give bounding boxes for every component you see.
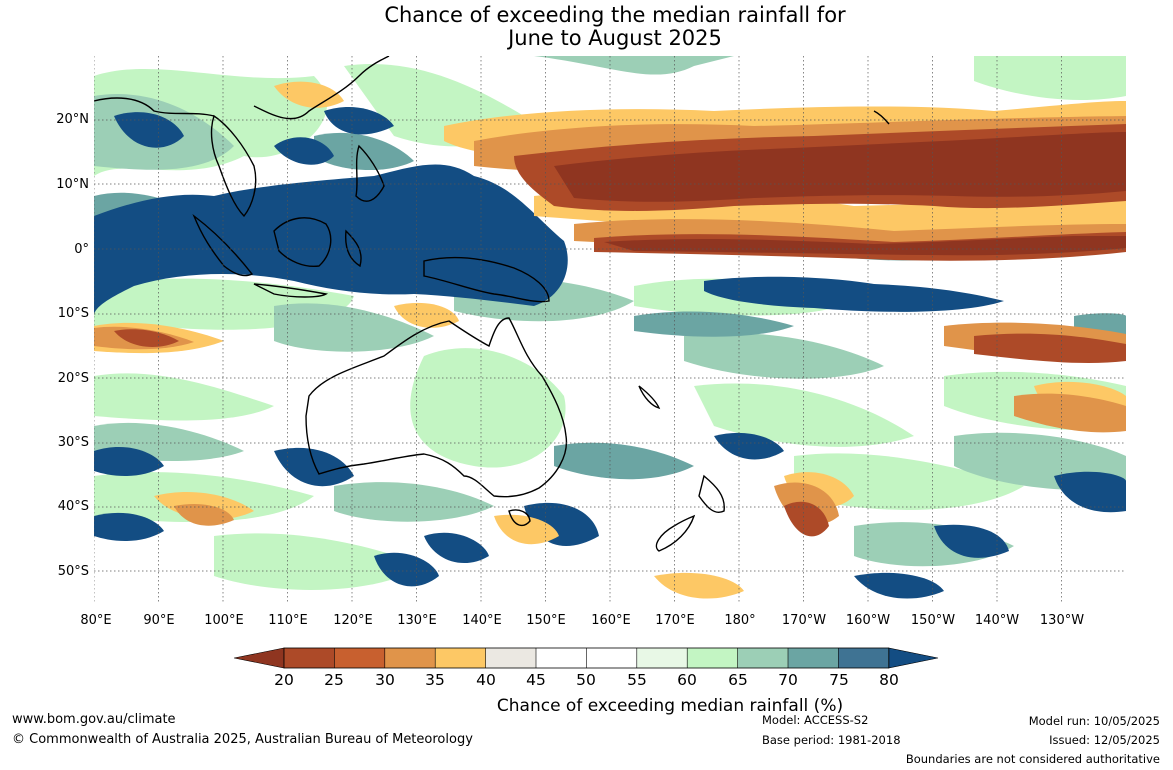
lon-label-150e: 150°E — [526, 613, 566, 628]
colorbar-below-20 — [234, 647, 285, 669]
sumatra-outline — [192, 213, 254, 277]
colorbar-tick-80: 80 — [879, 671, 899, 689]
lon-label-80e: 80°E — [80, 613, 112, 628]
tasmania-outline — [508, 509, 531, 527]
colorbar-55-60 — [636, 648, 688, 668]
borneo-outline — [273, 217, 332, 268]
colorbar-tick-60: 60 — [677, 671, 697, 689]
sulawesi-outline — [344, 229, 362, 268]
colorbar-tick-35: 35 — [425, 671, 445, 689]
lat-label-10s: 10°S — [57, 306, 89, 321]
colorbar-tick-65: 65 — [728, 671, 748, 689]
asia-coast — [94, 56, 390, 120]
lat-label-20s: 20°S — [57, 371, 89, 386]
rainfall-outlook-map — [94, 56, 1126, 604]
lon-label-160w: 160°W — [845, 613, 891, 628]
lon-label-180: 180° — [724, 613, 756, 628]
website-link[interactable]: www.bom.gov.au/climate — [12, 712, 176, 727]
colorbar-35-40 — [435, 648, 486, 668]
graticule — [94, 56, 1126, 604]
colorbar-50-55 — [586, 648, 637, 668]
issued-date: Issued: 12/05/2025 — [1049, 733, 1160, 747]
model-name: Model: ACCESS-S2 — [762, 713, 869, 727]
colorbar-tick-55: 55 — [627, 671, 647, 689]
new-zealand-south — [655, 514, 696, 552]
new-caledonia — [638, 385, 661, 410]
title-line-2: June to August 2025 — [508, 26, 722, 50]
map-title: Chance of exceeding the median rainfall … — [0, 4, 1173, 50]
colorbar-title: Chance of exceeding median rainfall (%) — [496, 696, 844, 716]
lon-label-130w: 130°W — [1039, 613, 1085, 628]
colorbar — [234, 647, 939, 669]
colorbar-45-50 — [536, 648, 587, 668]
new-zealand-north — [698, 474, 725, 513]
colorbar-tick-70: 70 — [778, 671, 798, 689]
lon-label-160e: 160°E — [591, 613, 631, 628]
colorbar-65-70 — [737, 648, 788, 668]
hawaii — [873, 110, 890, 125]
australia-outline — [305, 317, 568, 498]
colorbar-60-65 — [687, 648, 738, 668]
java-outline — [253, 283, 329, 298]
copyright-text: © Commonwealth of Australia 2025, Austra… — [12, 732, 473, 747]
indochina-outline — [210, 114, 257, 218]
colorbar-tick-20: 20 — [274, 671, 294, 689]
colorbar-25-30 — [334, 648, 385, 668]
lon-label-170e: 170°E — [655, 613, 695, 628]
lon-label-130e: 130°E — [397, 613, 437, 628]
colorbar-tick-40: 40 — [476, 671, 496, 689]
lat-label-0: 0° — [74, 242, 89, 257]
colorbar-above-80 — [888, 647, 939, 669]
lon-label-140e: 140°E — [462, 613, 502, 628]
colorbar-tick-45: 45 — [526, 671, 546, 689]
colorbar-70-75 — [788, 648, 839, 668]
colorbar-20-25 — [284, 648, 335, 668]
colorbar-40-45 — [485, 648, 536, 668]
lon-label-140w: 140°W — [974, 613, 1020, 628]
new-guinea-outline — [423, 256, 550, 303]
lon-label-90e: 90°E — [143, 613, 175, 628]
lon-label-100e: 100°E — [204, 613, 244, 628]
colorbar-tick-25: 25 — [324, 671, 344, 689]
colorbar-tick-50: 50 — [576, 671, 596, 689]
lon-label-120e: 120°E — [333, 613, 373, 628]
lon-label-170w: 170°W — [781, 613, 827, 628]
lat-label-50s: 50°S — [57, 564, 89, 579]
lat-label-30s: 30°S — [57, 435, 89, 450]
lat-label-10n: 10°N — [56, 177, 89, 192]
map-canvas — [94, 56, 1126, 604]
colorbar-tick-30: 30 — [375, 671, 395, 689]
lon-label-110e: 110°E — [268, 613, 308, 628]
lat-label-20n: 20°N — [56, 112, 89, 127]
colorbar-tick-75: 75 — [829, 671, 849, 689]
philippines-outline — [355, 144, 385, 202]
model-run-date: Model run: 10/05/2025 — [1028, 714, 1160, 728]
colorbar-30-35 — [384, 648, 436, 668]
title-line-1: Chance of exceeding the median rainfall … — [384, 3, 846, 27]
coastlines — [94, 56, 890, 552]
lon-label-150w: 150°W — [910, 613, 956, 628]
base-period: Base period: 1981-2018 — [762, 733, 901, 747]
lat-label-40s: 40°S — [57, 499, 89, 514]
boundaries-disclaimer: Boundaries are not considered authoritat… — [905, 752, 1160, 766]
colorbar-75-80 — [838, 648, 889, 668]
